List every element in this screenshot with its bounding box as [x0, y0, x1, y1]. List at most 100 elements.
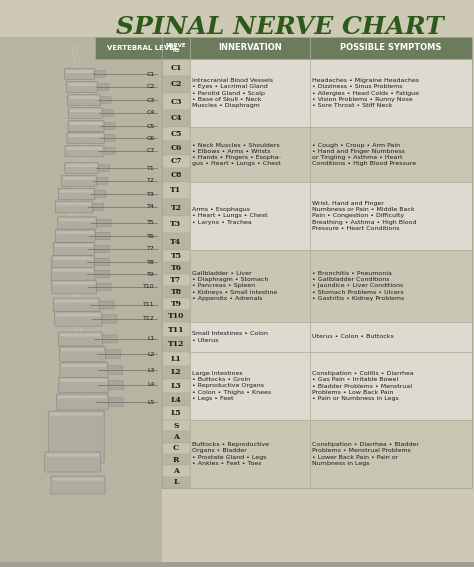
FancyBboxPatch shape [91, 246, 109, 253]
FancyBboxPatch shape [92, 270, 110, 278]
Text: S: S [173, 422, 179, 430]
Text: T5: T5 [147, 221, 155, 226]
FancyBboxPatch shape [55, 299, 98, 303]
FancyBboxPatch shape [56, 394, 108, 410]
FancyBboxPatch shape [105, 366, 123, 374]
FancyBboxPatch shape [66, 70, 93, 73]
Text: L3: L3 [171, 382, 182, 390]
Text: T11: T11 [168, 325, 184, 333]
FancyBboxPatch shape [64, 69, 94, 79]
Bar [190, 322, 310, 352]
Text: L: L [173, 479, 179, 486]
Bar [162, 168, 190, 182]
Text: T6: T6 [171, 264, 182, 272]
Bar [162, 466, 190, 477]
FancyBboxPatch shape [53, 269, 93, 272]
Text: • Cough • Croup • Arm Pain
• Hand and Finger Numbness
or Tingling • Asthma • Hea: • Cough • Croup • Arm Pain • Hand and Fi… [312, 143, 416, 166]
Text: L4: L4 [147, 383, 155, 387]
FancyBboxPatch shape [70, 122, 102, 125]
FancyBboxPatch shape [55, 244, 93, 247]
Text: T9: T9 [147, 272, 155, 277]
Bar [162, 37, 190, 59]
Text: T8: T8 [147, 260, 155, 264]
FancyBboxPatch shape [61, 348, 104, 351]
FancyBboxPatch shape [60, 333, 100, 336]
FancyBboxPatch shape [53, 477, 103, 480]
Bar [162, 199, 190, 216]
Text: C1: C1 [147, 71, 155, 77]
FancyBboxPatch shape [90, 204, 104, 210]
FancyBboxPatch shape [58, 332, 102, 346]
FancyBboxPatch shape [93, 219, 111, 227]
Text: C8: C8 [170, 171, 182, 179]
Text: • Neck Muscles • Shoulders
• Elbows • Arms • Wrists
• Hands • Fingers • Esopha-
: • Neck Muscles • Shoulders • Elbows • Ar… [192, 143, 281, 166]
FancyBboxPatch shape [61, 364, 106, 367]
Bar [162, 274, 190, 286]
Bar [162, 286, 190, 298]
Text: L2: L2 [171, 369, 182, 376]
FancyBboxPatch shape [59, 218, 95, 221]
Bar [162, 454, 190, 466]
Text: T4: T4 [171, 238, 182, 246]
Bar [95, 37, 190, 59]
Text: L1: L1 [147, 336, 155, 341]
FancyBboxPatch shape [60, 190, 93, 193]
Bar [162, 393, 190, 407]
Text: Headaches • Migraine Headaches
• Dizziness • Sinus Problems
• Allergies • Head C: Headaches • Migraine Headaches • Dizzine… [312, 78, 419, 108]
Text: SPINAL NERVE CHART: SPINAL NERVE CHART [116, 15, 444, 39]
Bar [310, 250, 472, 322]
Text: Buttocks • Reproductive
Organs • Bladder
• Prostate Gland • Legs
• Ankles • Feet: Buttocks • Reproductive Organs • Bladder… [192, 442, 269, 466]
Text: C3: C3 [146, 98, 155, 103]
FancyBboxPatch shape [53, 243, 94, 255]
Text: C4: C4 [170, 115, 182, 122]
Text: • Bronchitis • Pneumonia
• Gallbladder Conditions
• Jaundice • Liver Conditions
: • Bronchitis • Pneumonia • Gallbladder C… [312, 271, 404, 301]
Text: T5: T5 [171, 252, 182, 260]
FancyBboxPatch shape [45, 452, 100, 472]
Text: T9: T9 [171, 300, 182, 308]
Text: C3: C3 [170, 98, 182, 105]
FancyBboxPatch shape [91, 71, 105, 77]
Bar [190, 59, 310, 127]
Text: C7: C7 [146, 149, 155, 154]
Text: T8: T8 [171, 288, 182, 296]
Bar [162, 322, 190, 337]
Bar [190, 37, 310, 59]
FancyBboxPatch shape [100, 110, 114, 116]
Bar [310, 182, 472, 250]
FancyBboxPatch shape [68, 108, 103, 119]
Text: T10: T10 [168, 312, 184, 320]
FancyBboxPatch shape [69, 96, 99, 99]
FancyBboxPatch shape [55, 312, 102, 326]
FancyBboxPatch shape [52, 280, 96, 294]
FancyBboxPatch shape [62, 175, 97, 187]
Text: C2: C2 [170, 81, 182, 88]
Bar [162, 127, 190, 141]
Text: T1: T1 [147, 166, 155, 171]
FancyBboxPatch shape [99, 335, 117, 343]
FancyBboxPatch shape [68, 134, 103, 137]
Bar [162, 110, 190, 127]
Text: T12: T12 [168, 341, 184, 349]
FancyBboxPatch shape [48, 411, 104, 463]
Text: Large Intestines
• Buttocks • Groin
• Reproductive Organs
• Colon • Thighs • Kne: Large Intestines • Buttocks • Groin • Re… [192, 371, 271, 401]
FancyBboxPatch shape [94, 177, 108, 184]
Bar [162, 250, 190, 262]
Bar [310, 37, 472, 59]
Bar [162, 59, 472, 488]
FancyBboxPatch shape [68, 121, 104, 132]
Text: C7: C7 [170, 158, 182, 166]
FancyBboxPatch shape [68, 83, 96, 86]
Text: A: A [173, 433, 179, 441]
Text: R: R [173, 456, 179, 464]
Text: Wrist, Hand and Finger
Numbness or Pain • Middle Back
Pain • Congestion • Diffic: Wrist, Hand and Finger Numbness or Pain … [312, 201, 417, 231]
Text: C2: C2 [146, 84, 155, 90]
FancyBboxPatch shape [68, 95, 100, 105]
Bar [162, 93, 190, 110]
FancyBboxPatch shape [55, 201, 93, 213]
Text: T7: T7 [147, 247, 155, 252]
Bar [162, 141, 190, 154]
Text: Intracranial Blood Vessels
• Eyes • Lacrimal Gland
• Parotid Gland • Scalp
• Bas: Intracranial Blood Vessels • Eyes • Lacr… [192, 78, 273, 108]
FancyBboxPatch shape [51, 267, 95, 281]
Text: VERTEBRAL LEVEL: VERTEBRAL LEVEL [107, 45, 178, 51]
Text: T6: T6 [147, 234, 155, 239]
